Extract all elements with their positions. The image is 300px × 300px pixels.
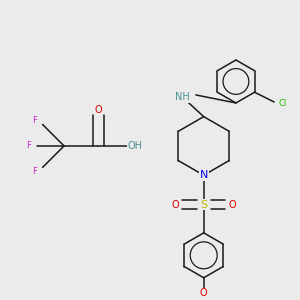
Text: F: F: [32, 167, 37, 176]
Text: N: N: [200, 170, 208, 180]
Text: O: O: [172, 200, 179, 209]
Text: F: F: [32, 116, 37, 125]
Text: O: O: [200, 288, 208, 298]
Text: NH: NH: [175, 92, 190, 102]
Text: S: S: [200, 200, 207, 209]
Text: O: O: [94, 105, 102, 115]
Text: O: O: [228, 200, 236, 209]
Text: F: F: [26, 141, 31, 150]
Text: OH: OH: [128, 141, 142, 151]
Text: Cl: Cl: [279, 99, 287, 108]
